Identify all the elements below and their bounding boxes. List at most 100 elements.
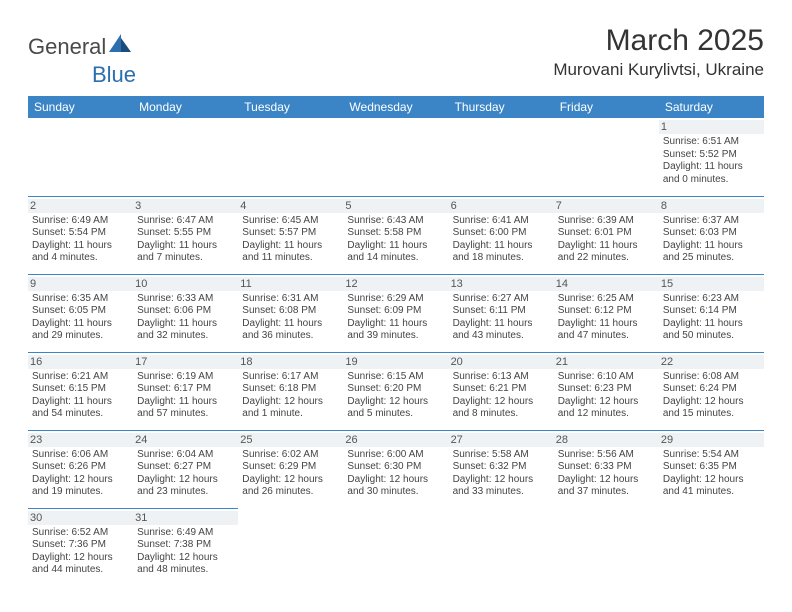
day-number: 25 [238, 433, 343, 447]
calendar-day-cell: 23Sunrise: 6:06 AMSunset: 6:26 PMDayligh… [28, 430, 133, 508]
sunrise-text: Sunrise: 6:27 AM [453, 293, 550, 306]
daylight-text: Daylight: 11 hours and 18 minutes. [453, 240, 550, 265]
daylight-text: Daylight: 11 hours and 39 minutes. [347, 318, 444, 343]
day-number: 22 [659, 355, 764, 369]
sunset-text: Sunset: 6:21 PM [453, 383, 550, 396]
sunrise-text: Sunrise: 6:15 AM [347, 371, 444, 384]
calendar-day-cell: 5Sunrise: 6:43 AMSunset: 5:58 PMDaylight… [343, 196, 448, 274]
calendar-day-cell: 30Sunrise: 6:52 AMSunset: 7:36 PMDayligh… [28, 508, 133, 586]
day-number: 20 [449, 355, 554, 369]
sunrise-text: Sunrise: 6:29 AM [347, 293, 444, 306]
daylight-text: Daylight: 11 hours and 0 minutes. [663, 161, 760, 186]
calendar-body: 1Sunrise: 6:51 AMSunset: 5:52 PMDaylight… [28, 118, 764, 586]
calendar-row: 1 Sunrise: 6:51 AMSunset: 5:52 PMDaylight… [28, 118, 764, 196]
daylight-text: Daylight: 11 hours and 54 minutes. [32, 396, 129, 421]
day-number: 4 [238, 199, 343, 213]
calendar-day-cell: 11Sunrise: 6:31 AMSunset: 6:08 PMDayligh… [238, 274, 343, 352]
sunset-text: Sunset: 5:58 PM [347, 227, 444, 240]
daylight-text: Daylight: 11 hours and 43 minutes. [453, 318, 550, 343]
sunset-text: Sunset: 5:52 PM [663, 149, 760, 162]
calendar-day-cell: 25Sunrise: 6:02 AMSunset: 6:29 PMDayligh… [238, 430, 343, 508]
daylight-text: Daylight: 12 hours and 8 minutes. [453, 396, 550, 421]
daylight-text: Daylight: 12 hours and 26 minutes. [242, 474, 339, 499]
sunset-text: Sunset: 6:27 PM [137, 461, 234, 474]
sunrise-text: Sunrise: 6:51 AM [663, 136, 760, 149]
calendar-day-cell: 4Sunrise: 6:45 AMSunset: 5:57 PMDaylight… [238, 196, 343, 274]
sunrise-text: Sunrise: 5:56 AM [558, 449, 655, 462]
logo: General [28, 24, 133, 60]
calendar-empty-cell [449, 118, 554, 196]
calendar-day-cell: 18Sunrise: 6:17 AMSunset: 6:18 PMDayligh… [238, 352, 343, 430]
calendar-row: 2Sunrise: 6:49 AMSunset: 5:54 PMDaylight… [28, 196, 764, 274]
sunrise-text: Sunrise: 6:19 AM [137, 371, 234, 384]
sunrise-text: Sunrise: 6:10 AM [558, 371, 655, 384]
day-number: 15 [659, 277, 764, 291]
sunset-text: Sunset: 6:05 PM [32, 305, 129, 318]
day-number: 16 [28, 355, 133, 369]
day-number: 23 [28, 433, 133, 447]
sunset-text: Sunset: 6:03 PM [663, 227, 760, 240]
day-number: 2 [28, 199, 133, 213]
sunset-text: Sunset: 6:24 PM [663, 383, 760, 396]
day-number: 11 [238, 277, 343, 291]
calendar-day-cell: 17Sunrise: 6:19 AMSunset: 6:17 PMDayligh… [133, 352, 238, 430]
sunset-text: Sunset: 5:55 PM [137, 227, 234, 240]
daylight-text: Daylight: 12 hours and 23 minutes. [137, 474, 234, 499]
sunrise-text: Sunrise: 6:31 AM [242, 293, 339, 306]
logo-sail-icon-2 [121, 38, 131, 52]
daylight-text: Daylight: 12 hours and 41 minutes. [663, 474, 760, 499]
calendar-empty-cell [238, 508, 343, 586]
day-number: 14 [554, 277, 659, 291]
daylight-text: Daylight: 12 hours and 48 minutes. [137, 552, 234, 577]
calendar-day-cell: 16 Sunrise: 6:21 AMSunset: 6:15 PMDayligh… [28, 352, 133, 430]
sunset-text: Sunset: 6:29 PM [242, 461, 339, 474]
sunset-text: Sunset: 6:09 PM [347, 305, 444, 318]
day-number: 31 [133, 511, 238, 525]
day-number: 17 [133, 355, 238, 369]
daylight-text: Daylight: 12 hours and 12 minutes. [558, 396, 655, 421]
sunrise-text: Sunrise: 6:33 AM [137, 293, 234, 306]
sunrise-text: Sunrise: 6:17 AM [242, 371, 339, 384]
calendar-day-cell: 13Sunrise: 6:27 AMSunset: 6:11 PMDayligh… [449, 274, 554, 352]
day-number: 9 [28, 277, 133, 291]
sunrise-text: Sunrise: 6:45 AM [242, 215, 339, 228]
calendar-day-cell: 2Sunrise: 6:49 AMSunset: 5:54 PMDaylight… [28, 196, 133, 274]
sunset-text: Sunset: 6:18 PM [242, 383, 339, 396]
calendar-day-cell: 31Sunrise: 6:49 AMSunset: 7:38 PMDayligh… [133, 508, 238, 586]
sunrise-text: Sunrise: 5:58 AM [453, 449, 550, 462]
sunrise-text: Sunrise: 6:52 AM [32, 527, 129, 540]
calendar-day-cell: 8Sunrise: 6:37 AMSunset: 6:03 PMDaylight… [659, 196, 764, 274]
day-number: 7 [554, 199, 659, 213]
calendar-day-cell: 6 Sunrise: 6:41 AMSunset: 6:00 PMDaylight… [449, 196, 554, 274]
sunset-text: Sunset: 6:32 PM [453, 461, 550, 474]
daylight-text: Daylight: 12 hours and 37 minutes. [558, 474, 655, 499]
daylight-text: Daylight: 12 hours and 19 minutes. [32, 474, 129, 499]
day-number: 1 [659, 120, 764, 134]
day-number: 29 [659, 433, 764, 447]
sunset-text: Sunset: 6:06 PM [137, 305, 234, 318]
daylight-text: Daylight: 11 hours and 11 minutes. [242, 240, 339, 265]
day-number: 30 [28, 511, 133, 525]
sunset-text: Sunset: 6:15 PM [32, 383, 129, 396]
daylight-text: Daylight: 11 hours and 29 minutes. [32, 318, 129, 343]
weekday-header: Monday [133, 96, 238, 118]
calendar-empty-cell [343, 508, 448, 586]
sunrise-text: Sunrise: 6:41 AM [453, 215, 550, 228]
calendar-day-cell: 3Sunrise: 6:47 AMSunset: 5:55 PMDaylight… [133, 196, 238, 274]
daylight-text: Daylight: 11 hours and 32 minutes. [137, 318, 234, 343]
sunset-text: Sunset: 6:00 PM [453, 227, 550, 240]
sunrise-text: Sunrise: 6:06 AM [32, 449, 129, 462]
sunrise-text: Sunrise: 6:49 AM [32, 215, 129, 228]
calendar-empty-cell [28, 118, 133, 196]
calendar-row: 16Sunrise: 6:21 AMSunset: 6:15 PMDayligh… [28, 352, 764, 430]
day-number: 10 [133, 277, 238, 291]
calendar-day-cell: 20Sunrise: 6:13 AMSunset: 6:21 PMDayligh… [449, 352, 554, 430]
sunrise-text: Sunrise: 6:00 AM [347, 449, 444, 462]
sunrise-text: Sunrise: 6:43 AM [347, 215, 444, 228]
day-number: 6 [449, 199, 554, 213]
day-number: 8 [659, 199, 764, 213]
sunrise-text: Sunrise: 6:21 AM [32, 371, 129, 384]
day-number: 27 [449, 433, 554, 447]
sunset-text: Sunset: 6:23 PM [558, 383, 655, 396]
calendar-empty-cell [238, 118, 343, 196]
